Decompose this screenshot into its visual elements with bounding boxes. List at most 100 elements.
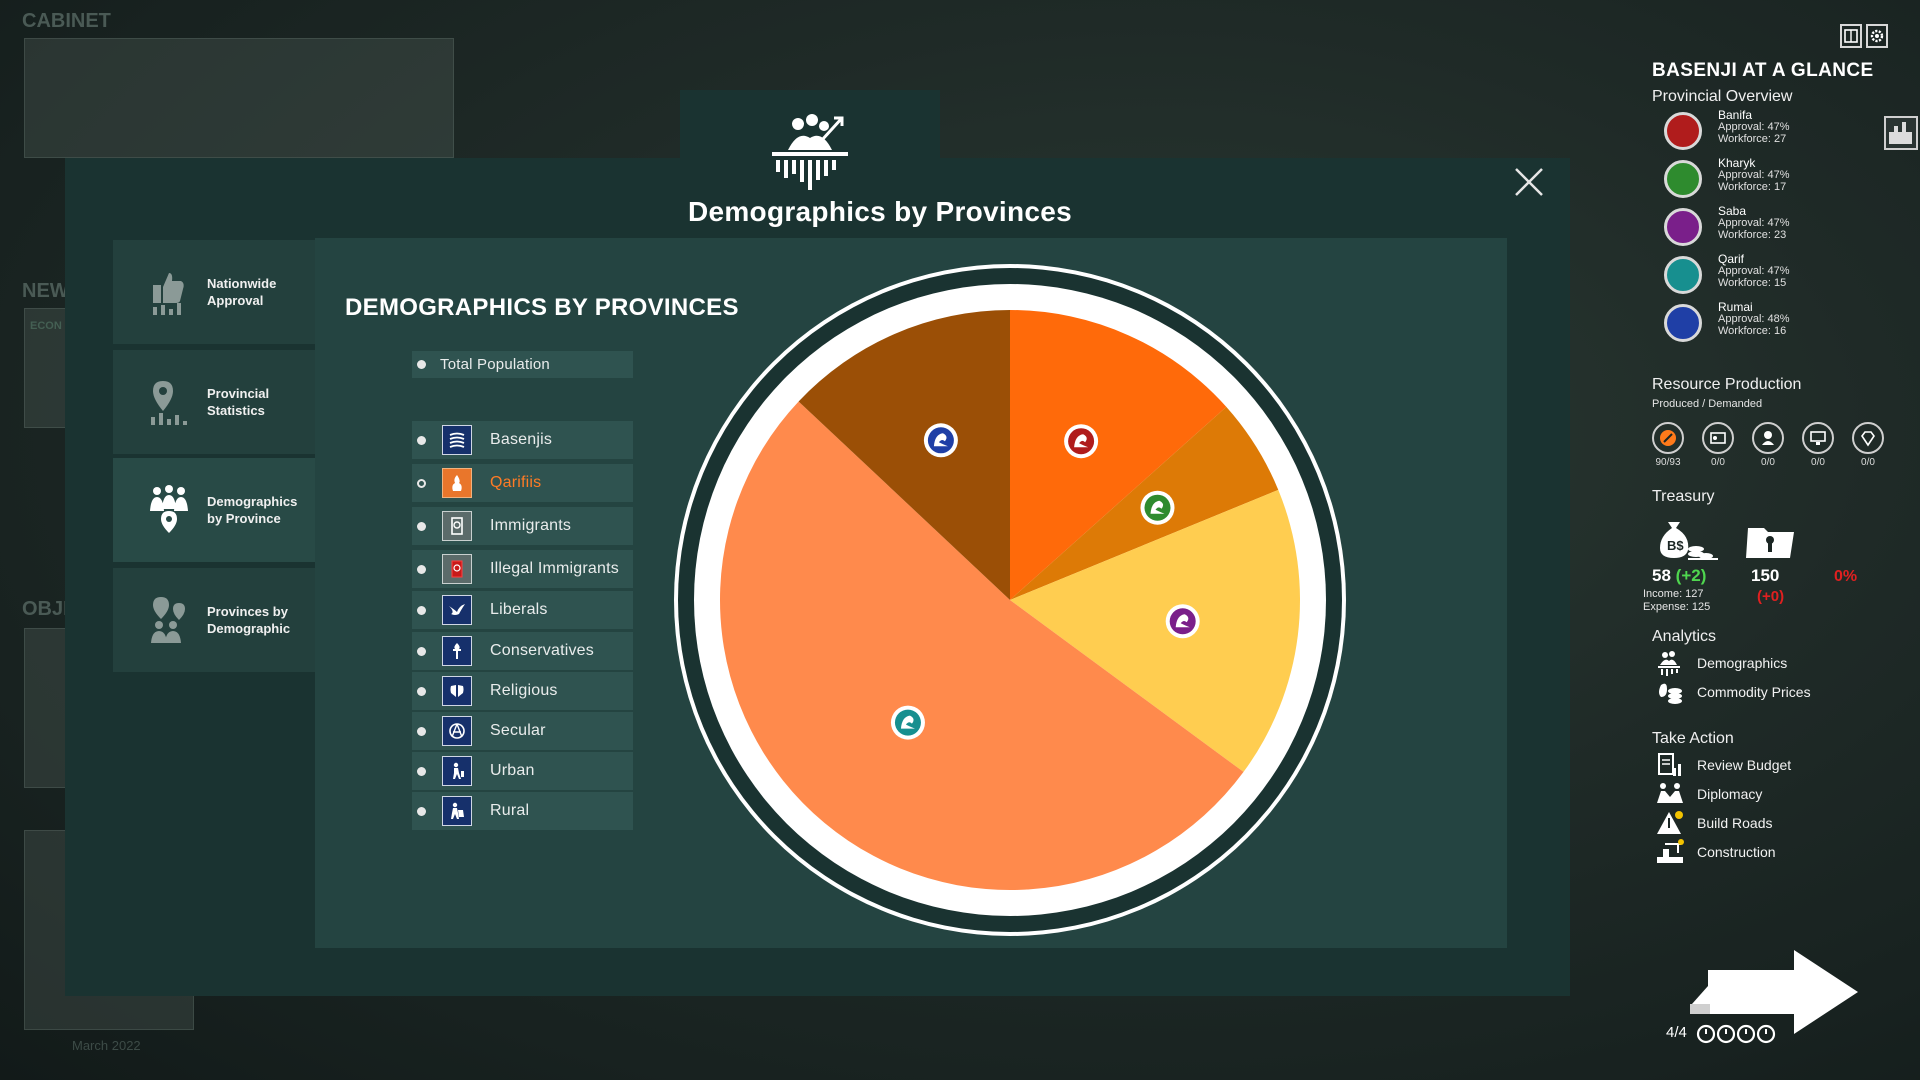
pie-slice-saba[interactable]: [1010, 489, 1300, 772]
analytics-demographics-link[interactable]: Demographics: [1655, 650, 1787, 676]
end-turn-button[interactable]: [1662, 946, 1866, 1036]
diamond-icon: [1852, 422, 1884, 454]
menu-label: Diplomacy: [1697, 786, 1763, 802]
province-emblem-qarif-icon: [890, 705, 925, 740]
legend-label: Qarifiis: [490, 474, 542, 491]
legend-label: Urban: [490, 762, 535, 779]
passport-icon: [442, 511, 472, 541]
province-overview-kharyk[interactable]: Kharyk Approval: 47% Workforce: 17: [1664, 156, 1884, 200]
money-bag-icon: B$: [1660, 522, 1718, 560]
legend-item-religious[interactable]: Religious: [412, 672, 633, 710]
nav-label-line2: by Province: [207, 511, 281, 526]
legend-item-illegal-immigrants[interactable]: Illegal Immigrants: [412, 550, 633, 588]
radio-bullet: [417, 435, 426, 445]
rate-value: 0%: [1834, 568, 1858, 585]
radio-bullet: [417, 605, 426, 615]
legend-item-basenjis[interactable]: Basenjis: [412, 421, 633, 459]
analytics-heading: Analytics: [1652, 628, 1717, 645]
legend-total-population[interactable]: Total Population: [412, 351, 633, 378]
province-workforce: Workforce: 15: [1718, 277, 1787, 289]
pie-slice-rumai[interactable]: [798, 310, 1010, 600]
radio-bullet: [417, 564, 426, 574]
next-arrow-icon: [1690, 950, 1858, 1034]
province-name: Saba: [1718, 204, 1747, 218]
worker-icon: [1752, 422, 1784, 454]
pie-slice-banifa[interactable]: [1010, 310, 1227, 600]
close-button[interactable]: [1512, 165, 1546, 199]
province-overview-rumai[interactable]: Rumai Approval: 48% Workforce: 16: [1664, 300, 1884, 344]
legend-item-secular[interactable]: Secular: [412, 712, 633, 750]
resource-monitor[interactable]: 0/0: [1798, 422, 1838, 468]
treasury-income: Income: 127: [1643, 588, 1704, 600]
resource-diamond[interactable]: 0/0: [1848, 422, 1888, 468]
farmer-icon: [442, 796, 472, 826]
legend-item-rural[interactable]: Rural: [412, 792, 633, 830]
book-icon: [1844, 29, 1858, 43]
province-emblem-saba-icon: [1165, 604, 1200, 639]
legend-label: Liberals: [490, 601, 548, 618]
treasury-heading: Treasury: [1652, 488, 1715, 505]
action-build-roads[interactable]: Build Roads: [1655, 810, 1773, 836]
resource-value: 0/0: [1761, 457, 1775, 468]
province-emblem-icon: [1664, 160, 1702, 198]
cabinet-label: CABINET: [22, 10, 111, 32]
influence-value: 150: [1751, 566, 1780, 585]
resource-id-card[interactable]: 0/0: [1698, 422, 1738, 468]
treasury-expense: Expense: 125: [1643, 601, 1711, 613]
radio-bullet: [417, 726, 426, 736]
approval-icon: [153, 273, 184, 315]
province-overview-saba[interactable]: Saba Approval: 47% Workforce: 23: [1664, 204, 1884, 248]
provincial-overview-heading: Provincial Overview: [1652, 88, 1793, 105]
settings-button[interactable]: [1866, 24, 1888, 48]
nav-label-line1: Demographics: [207, 494, 298, 509]
province-map-button[interactable]: [1884, 116, 1918, 150]
legend-item-liberals[interactable]: Liberals: [412, 591, 633, 629]
demographics-icon: [1658, 651, 1680, 676]
nav-provinces-by-demographic[interactable]: Provinces by Demographic: [113, 568, 315, 672]
province-overview-banifa[interactable]: Banifa Approval: 47% Workforce: 27: [1664, 108, 1884, 152]
legend-item-qarifiis[interactable]: Qarifiis: [412, 464, 633, 502]
legend-item-immigrants[interactable]: Immigrants: [412, 507, 633, 545]
encyclopedia-button[interactable]: [1840, 24, 1862, 48]
province-emblem-rumai-icon: [923, 423, 958, 458]
nav-provincial-statistics[interactable]: Provincial Statistics: [113, 350, 315, 454]
take-action-heading: Take Action: [1652, 730, 1734, 747]
legend-label: Immigrants: [490, 517, 572, 534]
province-emblem-banifa-icon: [1064, 424, 1099, 459]
province-approval: Approval: 48%: [1718, 313, 1790, 325]
nav-label-line1: Provincial: [207, 386, 270, 401]
nav-label-line2: Approval: [207, 293, 264, 308]
province-approval: Approval: 47%: [1718, 169, 1790, 181]
action-construction[interactable]: Construction: [1655, 839, 1776, 865]
pie-slice-qarif[interactable]: [720, 401, 1244, 890]
menu-label: Construction: [1697, 844, 1776, 860]
menu-label: Build Roads: [1697, 815, 1773, 831]
resource-oil[interactable]: 90/93: [1648, 422, 1688, 468]
legend-item-conservatives[interactable]: Conservatives: [412, 632, 633, 670]
analytics-commodity-prices-link[interactable]: Commodity Prices: [1655, 679, 1811, 705]
province-emblem-icon: [1664, 208, 1702, 246]
demographics-icon: [772, 114, 848, 190]
action-review-budget[interactable]: Review Budget: [1655, 752, 1791, 778]
pins-people-icon: [151, 597, 185, 643]
nav-demographics-by-province[interactable]: Demographics by Province: [113, 458, 315, 562]
people-pin-icon: [150, 485, 188, 533]
legend-label: Basenjis: [490, 431, 553, 448]
radio-bullet-selected: [417, 478, 426, 488]
construction-icon: [1657, 839, 1684, 863]
province-overview-qarif[interactable]: Qarif Approval: 47% Workforce: 15: [1664, 252, 1884, 296]
praying-hands-icon: [442, 676, 472, 706]
province-workforce: Workforce: 17: [1718, 181, 1787, 193]
legend-item-urban[interactable]: Urban: [412, 752, 633, 790]
resource-value: 90/93: [1655, 457, 1681, 468]
resource-production-heading: Resource Production: [1652, 376, 1802, 393]
news-label: NEW: [22, 280, 69, 302]
province-workforce: Workforce: 16: [1718, 325, 1787, 337]
province-approval: Approval: 47%: [1718, 265, 1790, 277]
nav-nationwide-approval[interactable]: Nationwide Approval: [113, 240, 315, 344]
radio-bullet: [417, 521, 426, 531]
turn-counter: 4/4: [1666, 1024, 1687, 1041]
resource-worker[interactable]: 0/0: [1748, 422, 1788, 468]
menu-label: Commodity Prices: [1697, 684, 1811, 700]
action-diplomacy[interactable]: Diplomacy: [1655, 781, 1762, 807]
